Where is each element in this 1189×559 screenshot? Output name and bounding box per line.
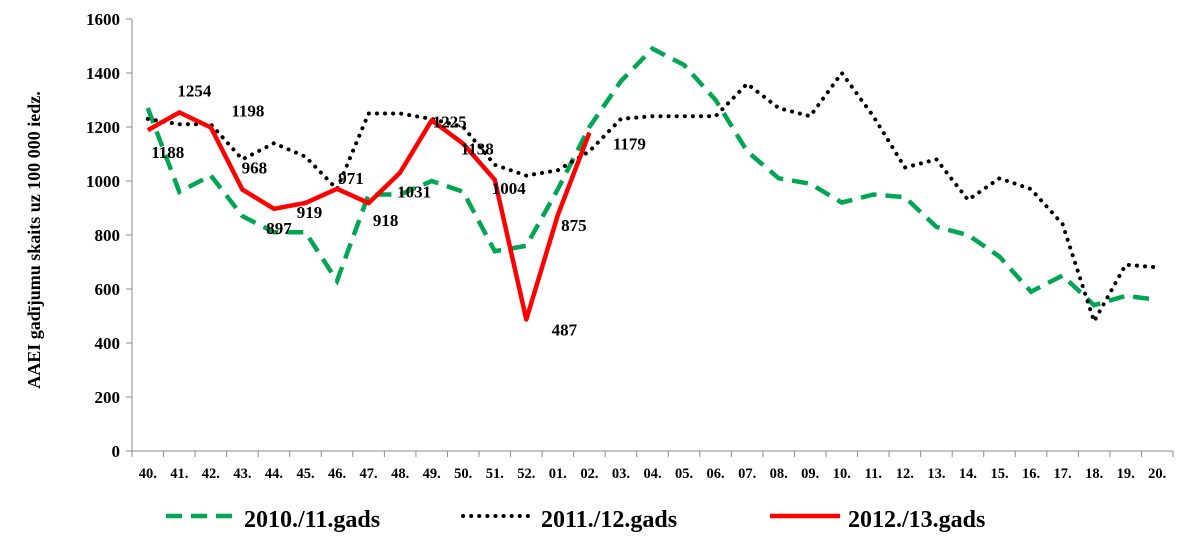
x-tick-label: 17. — [1054, 466, 1072, 482]
y-tick-label: 1200 — [86, 118, 120, 137]
data-label: 1179 — [613, 135, 646, 154]
x-tick-label: 15. — [990, 466, 1008, 482]
x-tick-label: 08. — [770, 466, 788, 482]
legend-label-2: 2011./12.gads — [541, 507, 677, 533]
x-tick-label: 09. — [801, 466, 819, 482]
series-lines — [145, 45, 1160, 327]
data-label: 919 — [297, 203, 323, 222]
data-label: 968 — [242, 159, 268, 178]
data-labels: 1188 1254 1198 968 897 919 971 918 1031 1225 1138 1… — [151, 81, 646, 339]
x-tick-label: 48. — [391, 466, 409, 482]
y-tick-labels: 0 200 400 600 800 1000 1200 1400 1600 — [86, 10, 120, 461]
x-tick-label: 07. — [738, 466, 756, 482]
x-tick-label: 02. — [580, 466, 598, 482]
y-tick-label: 1000 — [86, 172, 120, 191]
x-tick-label: 49. — [423, 466, 441, 482]
x-tick-label: 01. — [549, 466, 567, 482]
data-label: 1188 — [151, 143, 184, 162]
series-line-3 — [146, 110, 592, 322]
x-tick-label: 10. — [833, 466, 851, 482]
data-label: 1004 — [492, 179, 527, 198]
legend: 2010./11.gads 2011./12.gads 2012./13.gads — [166, 507, 985, 533]
x-tick-label: 43. — [233, 466, 251, 482]
y-tick-label: 0 — [112, 442, 121, 461]
data-label: 875 — [561, 216, 587, 235]
data-label: 1138 — [461, 140, 494, 159]
series-line-1 — [145, 45, 1158, 308]
x-tick-label: 18. — [1085, 466, 1103, 482]
y-tick-label: 600 — [95, 280, 121, 299]
x-tick-label: 06. — [707, 466, 725, 482]
x-tick-label: 42. — [202, 466, 220, 482]
x-tick-label: 41. — [170, 466, 188, 482]
data-label: 1254 — [177, 81, 212, 100]
x-tick-label: 40. — [139, 466, 157, 482]
y-tick-label: 1400 — [86, 64, 120, 83]
axes — [126, 18, 1174, 457]
x-tick-label: 13. — [927, 466, 945, 482]
x-tick-label: 04. — [643, 466, 661, 482]
x-tick-label: 03. — [612, 466, 630, 482]
y-tick-label: 400 — [95, 334, 121, 353]
x-tick-label: 46. — [328, 466, 346, 482]
x-tick-label: 20. — [1148, 466, 1166, 482]
y-tick-label: 800 — [95, 226, 121, 245]
x-tick-label: 11. — [865, 466, 882, 482]
data-label: 897 — [266, 219, 292, 238]
legend-label-1: 2010./11.gads — [244, 507, 380, 533]
y-tick-label: 1600 — [86, 10, 120, 29]
data-label: 918 — [373, 211, 399, 230]
x-tick-label: 14. — [959, 466, 977, 482]
data-label: 971 — [338, 169, 364, 188]
data-label: 1198 — [231, 102, 264, 121]
x-tick-label: 19. — [1117, 466, 1135, 482]
x-tick-label: 47. — [360, 466, 378, 482]
y-axis-title: AAEI gadījumu skaits uz 100 000 iedz. — [24, 91, 44, 389]
x-tick-labels: 40. 41. 42. 43. 44. 45. 46. 47. 48. 49. 50. 51. 52. 0… — [139, 466, 1167, 482]
y-tick-label: 200 — [95, 388, 121, 407]
x-tick-label: 05. — [675, 466, 693, 482]
x-tick-label: 16. — [1022, 466, 1040, 482]
data-label: 1225 — [433, 112, 467, 131]
x-tick-label: 44. — [265, 466, 283, 482]
x-tick-label: 50. — [454, 466, 472, 482]
x-tick-label: 45. — [296, 466, 314, 482]
data-label: 1031 — [397, 183, 431, 202]
x-tick-label: 52. — [517, 466, 535, 482]
series-line-2 — [145, 69, 1160, 327]
x-tick-label: 12. — [896, 466, 914, 482]
x-tick-label: 51. — [486, 466, 504, 482]
data-label: 487 — [552, 321, 578, 340]
legend-label-3: 2012./13.gads — [848, 507, 985, 533]
